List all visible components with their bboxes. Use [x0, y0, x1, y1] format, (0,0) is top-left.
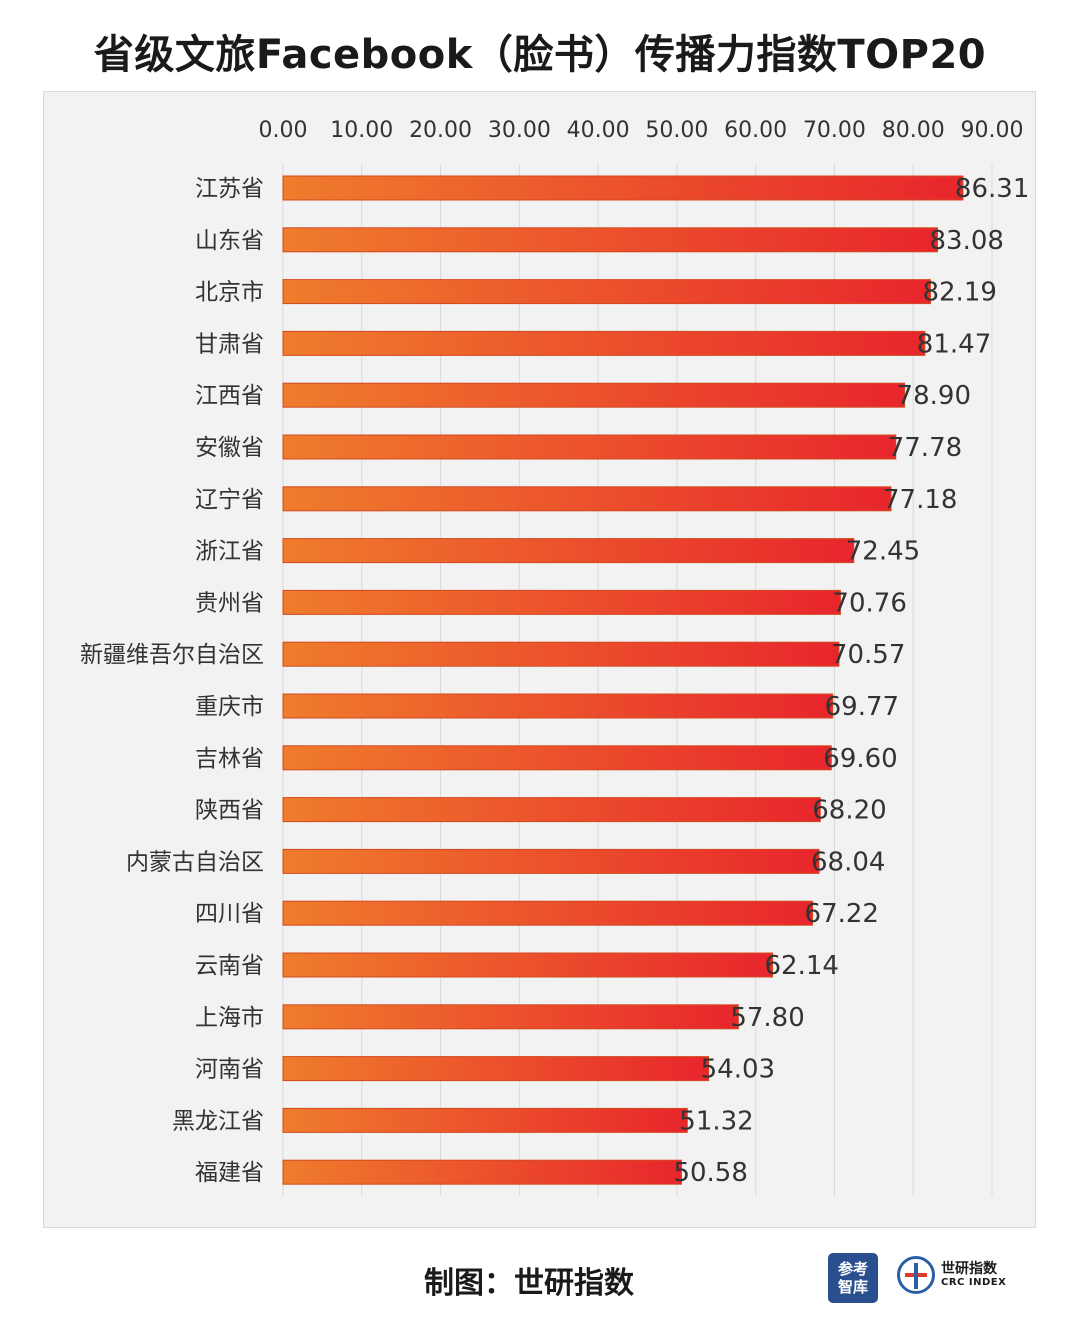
- value-label: 54.03: [701, 1055, 775, 1085]
- category-labels: 江苏省山东省北京市甘肃省江西省安徽省辽宁省浙江省贵州省新疆维吾尔自治区重庆市吉林…: [80, 176, 264, 1186]
- category-label: 陕西省: [195, 798, 264, 824]
- x-tick-label: 10.00: [330, 118, 393, 143]
- value-label: 50.58: [673, 1158, 747, 1188]
- category-label: 吉林省: [195, 746, 264, 772]
- bar: [282, 1004, 739, 1030]
- category-label: 安徽省: [195, 435, 264, 461]
- bar: [282, 175, 964, 201]
- x-tick-label: 90.00: [961, 118, 1024, 143]
- bar: [282, 952, 774, 978]
- page-title: 省级文旅Facebook（脸书）传播力指数TOP20: [93, 32, 987, 78]
- value-labels: 86.31 83.08 82.19 81.47 78.90 77.78 77.18 72.45…: [673, 174, 1029, 1188]
- bar: [282, 279, 931, 305]
- value-label: 69.60: [823, 744, 897, 774]
- category-label: 云南省: [195, 953, 264, 979]
- category-label: 新疆维吾尔自治区: [80, 642, 264, 668]
- category-label: 福建省: [195, 1160, 264, 1186]
- bar: [282, 745, 832, 771]
- category-label: 河南省: [195, 1057, 264, 1083]
- value-label: 62.14: [765, 951, 839, 981]
- category-label: 内蒙古自治区: [126, 849, 264, 875]
- x-tick-label: 20.00: [409, 118, 472, 143]
- value-label: 86.31: [955, 174, 1029, 204]
- value-label: 77.18: [883, 485, 957, 515]
- x-tick-label: 70.00: [803, 118, 866, 143]
- category-label: 浙江省: [195, 539, 264, 565]
- category-label: 江苏省: [195, 176, 264, 202]
- bar: [282, 1056, 710, 1082]
- value-label: 69.77: [825, 692, 899, 722]
- category-label: 重庆市: [195, 694, 264, 720]
- x-tick-label: 30.00: [488, 118, 551, 143]
- x-tick-label: 60.00: [724, 118, 787, 143]
- crc-logo-cn: 世研指数: [941, 1261, 997, 1277]
- bars: [282, 175, 964, 1185]
- bar: [282, 1107, 688, 1133]
- value-label: 57.80: [730, 1003, 804, 1033]
- category-label: 黑龙江省: [172, 1108, 264, 1134]
- value-label: 70.76: [832, 588, 906, 618]
- bar: [282, 641, 840, 667]
- value-label: 82.19: [922, 278, 996, 308]
- category-label: 上海市: [195, 1005, 264, 1031]
- category-label: 江西省: [195, 383, 264, 409]
- bar: [282, 900, 814, 926]
- category-label: 辽宁省: [195, 487, 264, 513]
- value-label: 67.22: [805, 899, 879, 929]
- crc-globe-icon: [897, 1256, 935, 1294]
- x-tick-label: 80.00: [882, 118, 945, 143]
- value-label: 78.90: [897, 381, 971, 411]
- bar: [282, 330, 926, 356]
- value-label: 68.04: [811, 847, 885, 877]
- bar-chart: 0.00 10.00 20.00 30.00 40.00 50.00 60.00 70.00 8…: [80, 118, 1029, 1196]
- crc-index-logo: 世研指数 CRC INDEX: [897, 1256, 1009, 1298]
- category-label: 四川省: [195, 901, 264, 927]
- gridlines: [282, 164, 993, 1196]
- footer-credit: 制图：世研指数: [424, 1266, 634, 1301]
- bar: [282, 797, 821, 823]
- x-tick-label: 50.00: [645, 118, 708, 143]
- category-label: 北京市: [195, 280, 264, 306]
- bar: [282, 227, 938, 253]
- bar: [282, 848, 820, 874]
- value-label: 81.47: [917, 329, 991, 359]
- value-label: 72.45: [846, 537, 920, 567]
- crc-logo-en: CRC INDEX: [941, 1277, 1007, 1288]
- x-axis-ticks: 0.00 10.00 20.00 30.00 40.00 50.00 60.00 70.00 8…: [259, 118, 1024, 143]
- value-label: 51.32: [679, 1106, 753, 1136]
- bar: [282, 382, 906, 408]
- chart-frame: 0.00 10.00 20.00 30.00 40.00 50.00 60.00 70.00 8…: [43, 91, 1036, 1228]
- value-label: 77.78: [888, 433, 962, 463]
- x-tick-label: 0.00: [259, 118, 308, 143]
- cankao-logo: 参考 智库: [828, 1253, 878, 1303]
- category-label: 贵州省: [195, 590, 264, 616]
- value-label: 68.20: [812, 796, 886, 826]
- bar: [282, 538, 855, 564]
- bar: [282, 434, 897, 460]
- bar: [282, 693, 834, 719]
- bar: [282, 589, 841, 615]
- bar: [282, 486, 892, 512]
- cankao-logo-line2: 智库: [837, 1278, 868, 1296]
- cankao-logo-line1: 参考: [837, 1260, 868, 1278]
- bar: [282, 1159, 682, 1185]
- value-label: 83.08: [929, 226, 1003, 256]
- category-label: 山东省: [195, 228, 264, 254]
- category-label: 甘肃省: [195, 331, 264, 357]
- x-tick-label: 40.00: [567, 118, 630, 143]
- value-label: 70.57: [831, 640, 905, 670]
